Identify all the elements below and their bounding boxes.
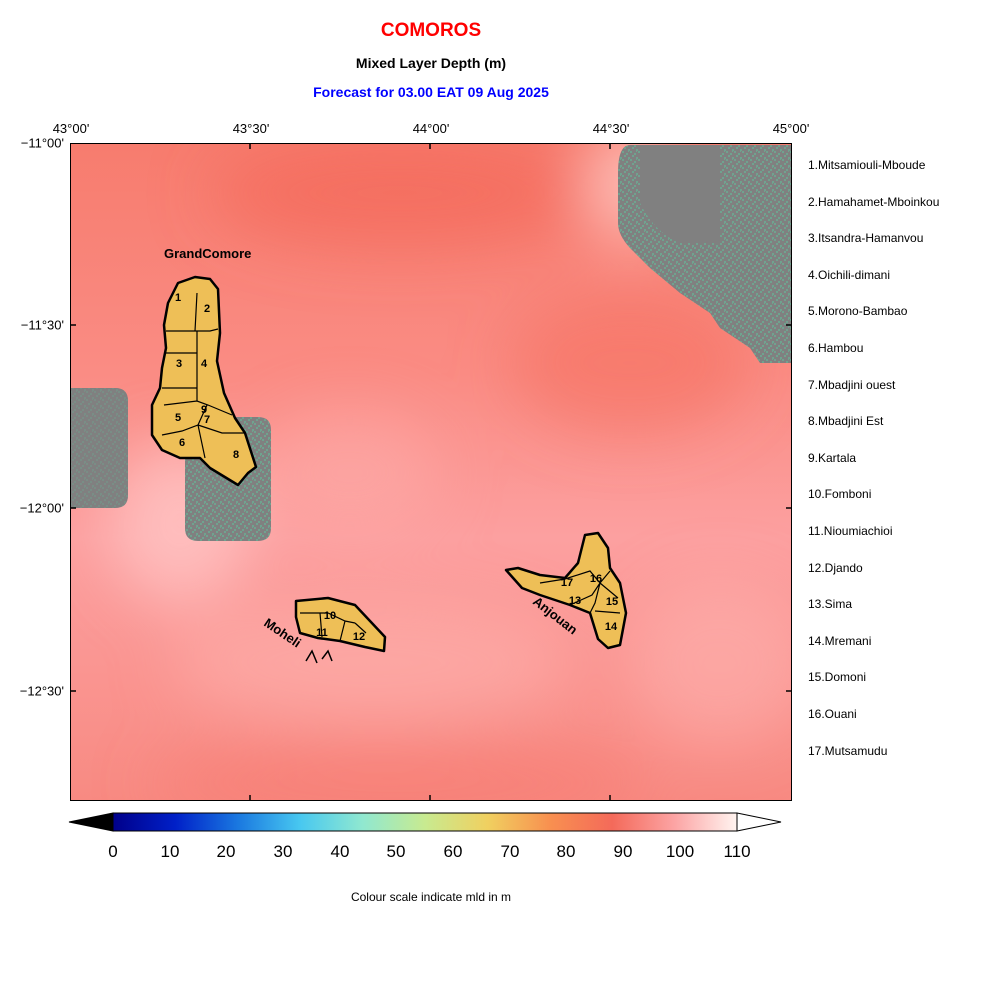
region-number-2: 2	[204, 303, 210, 315]
lon-label-45-00: 45°00'	[772, 121, 810, 136]
lon-label-43-00: 43°00'	[52, 121, 90, 136]
region-item: 10.Fomboni	[808, 487, 872, 502]
lat-label-11-00: −11°00'	[20, 135, 64, 151]
region-number-16: 16	[590, 573, 602, 585]
region-number-13: 13	[569, 595, 581, 607]
map-subtitle: Mixed Layer Depth (m)	[355, 55, 507, 71]
region-number-9: 9	[201, 404, 207, 416]
colorbar-tick: 20	[216, 842, 236, 861]
region-item: 4.Oichili-dimani	[808, 267, 891, 282]
lat-label-12-30: −12°30'	[19, 683, 64, 699]
region-item: 9.Kartala	[808, 450, 857, 465]
lat-label-12-00: −12°00'	[19, 500, 64, 516]
region-item: 15.Domoni	[808, 670, 867, 685]
island-anjouan	[504, 531, 628, 650]
colorbar-tick: 70	[500, 842, 520, 861]
colorbar-low-arrow	[68, 812, 114, 832]
colorbar-tick: 90	[613, 842, 633, 861]
mld-map: 1 2 3 4 5 6 7 8 9 10 11 12 13 14 15 16 1…	[70, 143, 792, 801]
colorbar	[68, 812, 782, 832]
sea-variations	[110, 143, 792, 801]
region-item: 11.Nioumiachioi	[808, 523, 893, 538]
colorbar-caption: Colour scale indicate mld in m	[350, 890, 512, 904]
region-number-12: 12	[353, 631, 365, 643]
lon-label-44-30: 44°30'	[592, 121, 630, 136]
region-number-8: 8	[233, 449, 239, 461]
island-grand-comore	[150, 275, 258, 487]
map-title: COMOROS	[380, 20, 482, 41]
region-item: 16.Ouani	[808, 706, 857, 721]
lon-label-44-00: 44°00'	[412, 121, 450, 136]
region-number-7: 7	[204, 414, 210, 426]
colorbar-tick: 60	[443, 842, 463, 861]
colorbar-gradient	[112, 812, 738, 832]
label-grand-comore: GrandComore	[164, 246, 251, 261]
region-number-4: 4	[201, 358, 208, 370]
region-list: 1.Mitsamiouli-Mboude 2.Hamahamet-Mboinko…	[808, 158, 998, 780]
colorbar-tick: 40	[330, 842, 350, 861]
region-number-6: 6	[179, 437, 185, 449]
colorbar-tick: 50	[386, 842, 406, 861]
colorbar-tick: 80	[556, 842, 576, 861]
region-item: 6.Hambou	[808, 340, 864, 355]
region-number-14: 14	[605, 621, 618, 633]
region-item: 1.Mitsamiouli-Mboude	[808, 158, 926, 172]
colorbar-tick: 30	[273, 842, 293, 861]
region-number-17: 17	[561, 577, 573, 589]
region-number-5: 5	[175, 412, 181, 424]
region-item: 12.Djando	[808, 560, 863, 575]
region-item: 2.Hamahamet-Mboinkou	[808, 194, 940, 209]
lon-label-43-30: 43°30'	[232, 121, 270, 136]
map-ticks	[70, 143, 792, 801]
region-item: 14.Mremani	[808, 633, 872, 648]
region-item: 5.Morono-Bambao	[808, 304, 908, 319]
lat-label-11-30: −11°30'	[20, 317, 64, 333]
region-item: 7.Mbadjini ouest	[808, 377, 896, 392]
region-number-15: 15	[606, 596, 618, 608]
region-item: 17.Mutsamudu	[808, 743, 888, 758]
region-number-11: 11	[316, 627, 328, 639]
island-moheli	[294, 596, 387, 664]
colorbar-tick: 100	[665, 842, 695, 861]
colorbar-tick: 10	[160, 842, 180, 861]
region-item: 3.Itsandra-Hamanvou	[808, 231, 924, 246]
region-number-1: 1	[175, 292, 181, 304]
region-item: 8.Mbadjini Est	[808, 414, 884, 429]
region-item: 13.Sima	[808, 597, 853, 612]
colorbar-high-arrow	[736, 812, 782, 832]
colorbar-tick: 0	[108, 842, 118, 861]
colorbar-tick: 110	[723, 842, 751, 861]
region-number-3: 3	[176, 358, 182, 370]
region-number-10: 10	[324, 610, 336, 622]
forecast-time: Forecast for 03.00 EAT 09 Aug 2025	[313, 84, 549, 100]
